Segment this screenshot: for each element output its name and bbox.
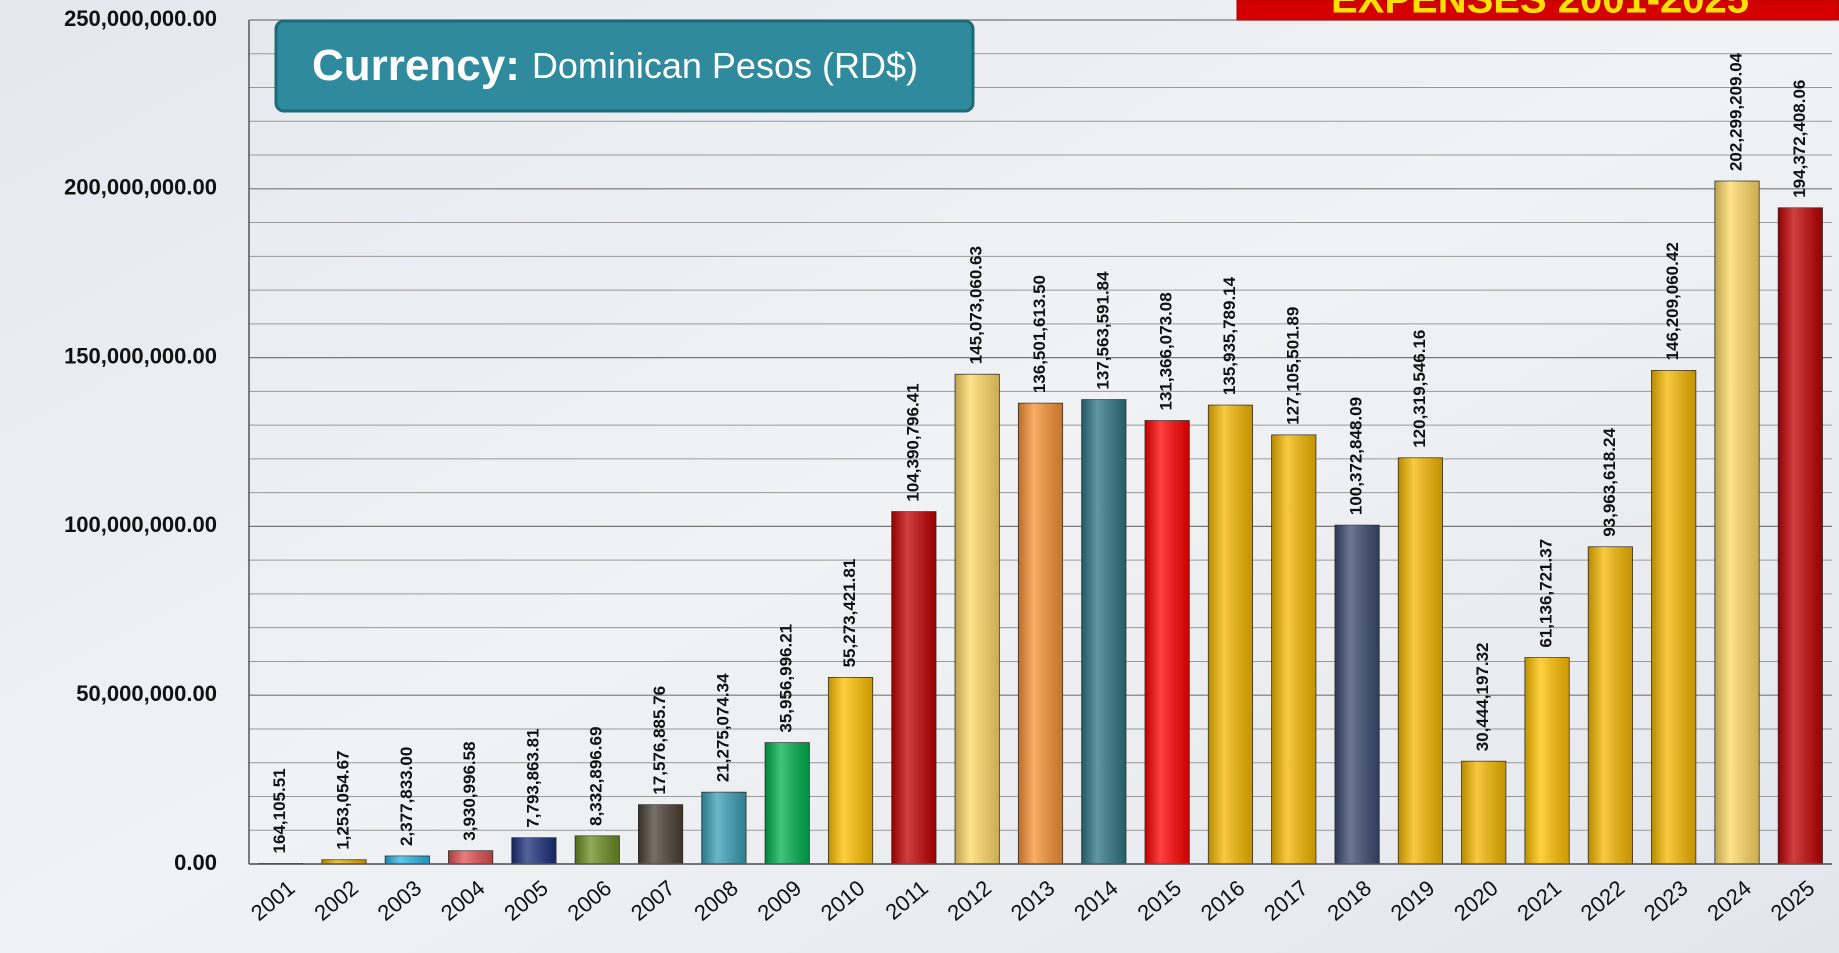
bar-shine: [385, 856, 429, 864]
currency-text: Dominican Pesos (RD$): [532, 45, 918, 86]
bar-shine: [1145, 421, 1189, 864]
value-label: 135,935,789.14: [1220, 276, 1239, 395]
bar-shine: [955, 374, 999, 864]
bar-shine: [1652, 370, 1696, 864]
value-label: 145,073,060.63: [967, 246, 986, 364]
value-label: 120,319,546.16: [1410, 330, 1429, 448]
chart: 0.00 50,000,000.00 100,000,000.00 150,000,0…: [0, 0, 1839, 953]
y-tick-label: 150,000,000.00: [64, 343, 217, 368]
bar-shine: [1208, 405, 1252, 864]
value-label: 202,299,209.04: [1727, 52, 1746, 171]
value-label: 55,273,421.81: [840, 559, 859, 668]
currency-annotation: Currency: Dominican Pesos (RD$): [312, 41, 918, 90]
bar-shine: [1018, 403, 1062, 864]
bar-shine: [828, 677, 872, 864]
value-label: 21,275,074.34: [713, 673, 732, 782]
value-label: 127,105,501.89: [1283, 307, 1302, 425]
y-tick-label: 50,000,000.00: [76, 681, 217, 706]
value-label: 194,372,408.06: [1790, 80, 1809, 198]
value-label: 30,444,197.32: [1473, 643, 1492, 752]
value-label: 164,105.51: [270, 768, 289, 853]
bar-shine: [448, 851, 492, 864]
chart-title: EXPENSES 2001-2025: [1331, 0, 1749, 22]
value-label: 100,372,848.09: [1347, 397, 1366, 515]
bar-shine: [638, 805, 682, 864]
bar-shine: [702, 792, 746, 864]
currency-label: Currency:: [312, 41, 520, 90]
value-label: 17,576,885.76: [650, 686, 669, 795]
value-label: 2,377,833.00: [397, 747, 416, 846]
bar-shine: [1588, 547, 1632, 864]
bar-shine: [575, 836, 619, 864]
value-label: 61,136,721.37: [1537, 539, 1556, 648]
bar-shine: [765, 743, 809, 864]
y-tick-label: 250,000,000.00: [64, 6, 217, 31]
value-label: 131,366,073.08: [1157, 292, 1176, 410]
value-label: 146,209,060.42: [1663, 242, 1682, 360]
value-label: 1,253,054.67: [333, 751, 352, 850]
value-label: 93,963,618.24: [1600, 428, 1619, 537]
bar-shine: [1398, 458, 1442, 864]
bar-shine: [1462, 761, 1506, 864]
value-label: 104,390,796.41: [903, 383, 922, 501]
value-label: 7,793,863.81: [523, 728, 542, 827]
value-label: 8,332,896.69: [587, 727, 606, 826]
value-label: 35,956,996.21: [777, 624, 796, 733]
bar-shine: [1778, 208, 1822, 864]
value-label: 136,501,613.50: [1030, 275, 1049, 393]
bar-shine: [892, 512, 936, 864]
bar-shine: [1715, 181, 1759, 864]
y-tick-label: 200,000,000.00: [64, 175, 217, 200]
bar-shine: [1272, 435, 1316, 864]
value-label: 137,563,591.84: [1093, 271, 1112, 390]
y-tick-label: 0.00: [174, 850, 217, 875]
bar-shine: [1082, 400, 1126, 864]
bar-shine: [1335, 525, 1379, 864]
bar-shine: [1525, 658, 1569, 864]
bar-shine: [512, 838, 556, 864]
page: 0.00 50,000,000.00 100,000,000.00 150,000,0…: [0, 0, 1839, 953]
value-label: 3,930,996.58: [460, 741, 479, 840]
y-tick-label: 100,000,000.00: [64, 512, 217, 537]
